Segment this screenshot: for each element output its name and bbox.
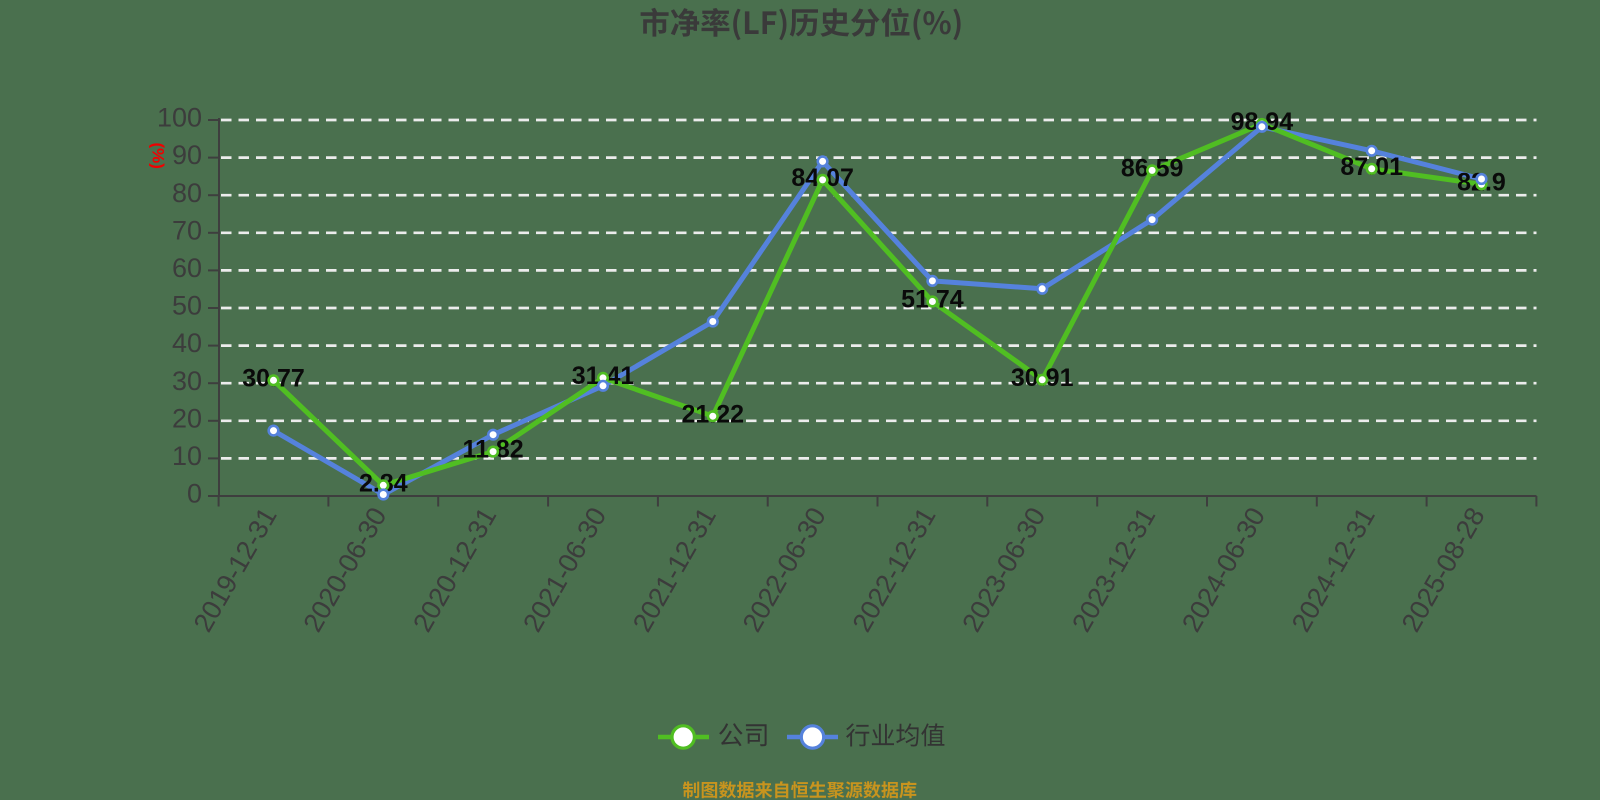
svg-text:30: 30	[172, 366, 202, 396]
svg-text:(%): (%)	[149, 143, 168, 169]
svg-text:60: 60	[172, 253, 202, 283]
svg-text:20: 20	[172, 403, 202, 433]
svg-text:70: 70	[172, 215, 202, 245]
svg-text:0: 0	[187, 479, 202, 509]
svg-text:100: 100	[157, 103, 202, 133]
svg-text:50: 50	[172, 291, 202, 321]
svg-text:10: 10	[172, 441, 202, 471]
svg-text:40: 40	[172, 328, 202, 358]
svg-text:90: 90	[172, 140, 202, 170]
svg-text:80: 80	[172, 178, 202, 208]
